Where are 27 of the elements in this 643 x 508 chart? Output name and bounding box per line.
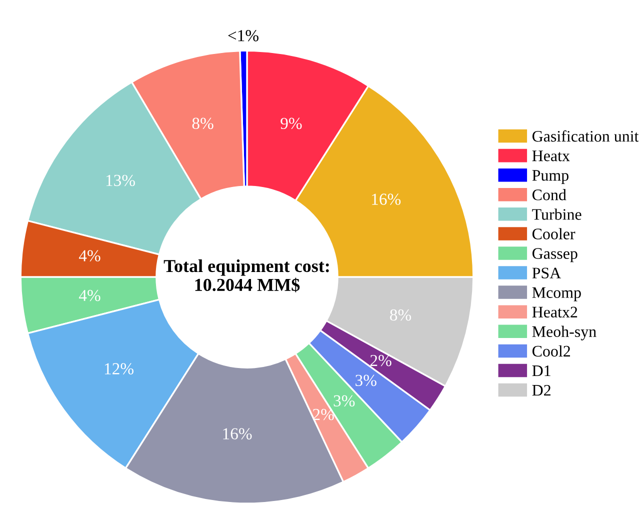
legend-label: Cooler <box>532 228 576 240</box>
legend-label: PSA <box>532 268 562 278</box>
legend-label: Turbine <box>532 208 582 220</box>
legend-label: Meoh-syn <box>532 326 596 340</box>
legend-label: Heatx2 <box>532 306 578 318</box>
data-label: 8% <box>192 118 214 130</box>
legend-label: Mcomp <box>532 287 581 302</box>
data-label: 16% <box>372 194 401 205</box>
data-label: 9% <box>280 118 302 130</box>
legend-label: Cond <box>532 189 566 200</box>
data-label: 16% <box>223 428 252 440</box>
legend-label: D1 <box>532 365 550 376</box>
data-label: 3% <box>356 374 376 386</box>
legend-label: Cool2 <box>532 345 570 357</box>
legend-label: Gasification unit <box>532 130 639 142</box>
data-label: 12% <box>104 363 134 374</box>
data-label: 13% <box>106 174 135 186</box>
data-label: 4% <box>78 290 100 302</box>
data-label: 3% <box>334 395 355 407</box>
legend-label: Heatx <box>532 150 570 162</box>
legend-label: Gassep <box>532 248 578 262</box>
data-label: 2% <box>370 354 392 366</box>
data-label: <1% <box>228 30 258 42</box>
text: Total equipment cost: 10.2044 MM$ <box>164 259 329 292</box>
data-label: 4% <box>78 250 100 262</box>
legend-label: Pump <box>532 170 568 184</box>
legend-label: D2 <box>532 384 550 396</box>
